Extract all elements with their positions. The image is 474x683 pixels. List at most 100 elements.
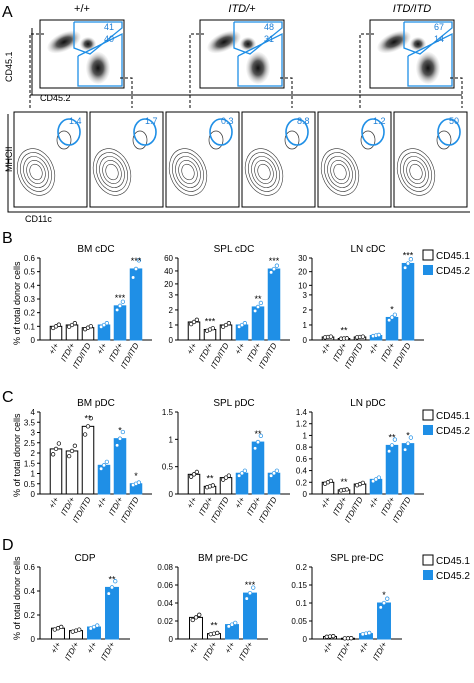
data-point xyxy=(386,318,392,323)
x-tick-label: +/+ xyxy=(357,640,371,655)
significance-label: *** xyxy=(205,316,216,326)
contour-line xyxy=(105,163,119,181)
contour-line xyxy=(181,163,195,181)
contour-line xyxy=(400,152,432,192)
data-point xyxy=(376,475,382,480)
legend-label-cd451: CD45.1 xyxy=(436,251,470,262)
data-point xyxy=(233,620,238,626)
x-tick-label: +/+ xyxy=(185,341,199,356)
y-tick-label: 0.5 xyxy=(24,480,36,489)
contour-line xyxy=(244,148,284,196)
data-point xyxy=(188,321,194,327)
cd11c-x-axis-label: CD11c xyxy=(25,214,52,224)
data-point xyxy=(255,439,261,445)
cell-population xyxy=(416,52,440,84)
data-point xyxy=(389,315,395,320)
x-tick-label: +/+ xyxy=(319,341,333,356)
y-tick-label: 0 xyxy=(31,490,36,499)
data-point xyxy=(247,590,253,596)
data-point xyxy=(385,596,390,601)
x-tick-label: +/+ xyxy=(47,495,61,510)
gate-value-bottom: 31 xyxy=(264,34,274,44)
data-point xyxy=(328,334,334,339)
data-point xyxy=(72,443,78,448)
significance-label: ** xyxy=(84,413,92,423)
data-point xyxy=(392,437,398,442)
cell-population xyxy=(377,30,411,54)
x-tick-label: +/+ xyxy=(47,341,61,356)
data-point xyxy=(328,478,334,484)
cdc-gate-value: 8.8 xyxy=(297,116,310,126)
y-tick-label: 20 xyxy=(298,268,307,277)
y-tick-label: 40 xyxy=(164,267,173,276)
data-point xyxy=(229,622,235,627)
chart-bm-cdc: BM cDC00.10.20.30.40.50.6+/+ITD/+ITD/ITD… xyxy=(24,244,152,370)
y-tick-label: 2.5 xyxy=(24,439,36,448)
x-tick-label: +/+ xyxy=(233,341,247,356)
contour-line xyxy=(403,156,429,188)
y-axis-label-d: % of total donor cells xyxy=(12,556,22,640)
cdc-axis xyxy=(7,114,470,213)
gate-value-top: 41 xyxy=(104,22,114,32)
contour-line xyxy=(172,152,204,192)
data-point xyxy=(239,471,245,476)
cdc-gate-value: 50 xyxy=(449,116,459,126)
x-tick-label: ITD/+ xyxy=(371,640,389,662)
data-point xyxy=(109,585,115,590)
y-tick-label: 0 xyxy=(169,336,174,345)
contour-line xyxy=(327,156,353,188)
data-point xyxy=(69,448,75,454)
y-tick-label: 0 xyxy=(169,635,174,644)
cell-population xyxy=(80,37,96,51)
data-point xyxy=(271,266,277,272)
contour-line xyxy=(360,130,376,150)
contour-line xyxy=(333,163,347,181)
y-tick-label: 1 xyxy=(31,470,36,479)
y-tick-label: 0.15 xyxy=(291,581,307,590)
significance-label: * xyxy=(134,471,138,481)
x-tick-label: ITD/+ xyxy=(201,640,219,662)
data-point xyxy=(210,326,216,331)
chart-title: SPL pDC xyxy=(213,398,254,409)
y-tick-label: 0 xyxy=(31,336,36,345)
y-tick-label: 30 xyxy=(298,254,307,263)
y-tick-label: 0.4 xyxy=(296,467,308,476)
y-tick-label: 1.5 xyxy=(162,408,174,417)
data-point xyxy=(389,443,395,448)
data-point xyxy=(56,441,62,446)
data-point xyxy=(274,468,280,473)
x-tick-label: +/+ xyxy=(367,341,381,356)
bar-cd452 xyxy=(129,268,143,341)
gate-value-top: 48 xyxy=(264,22,274,32)
data-point xyxy=(188,474,194,479)
cd452-gate xyxy=(407,32,453,87)
cell-population xyxy=(240,37,256,51)
contour-line xyxy=(406,160,426,184)
data-point xyxy=(120,299,126,304)
bar-cd452 xyxy=(401,262,415,341)
y-tick-label: 0.8 xyxy=(296,443,308,452)
significance-label: ** xyxy=(340,477,348,487)
y-tick-label: 2 xyxy=(31,449,36,458)
data-point xyxy=(190,617,195,623)
data-point xyxy=(258,433,264,438)
data-point xyxy=(95,623,100,628)
y-tick-label: 1 xyxy=(169,321,174,330)
y-tick-label: 0.6 xyxy=(296,455,308,464)
data-point xyxy=(114,307,120,313)
y-tick-label: 0.4 xyxy=(24,281,36,290)
y-tick-label: 0.5 xyxy=(162,463,174,472)
data-point xyxy=(255,304,261,310)
y-tick-label: 0.3 xyxy=(24,295,36,304)
legend-b: CD45.1 CD45.2 xyxy=(422,249,470,277)
contour-line xyxy=(251,156,277,188)
y-tick-label: 0.5 xyxy=(24,268,36,277)
x-tick-label: +/+ xyxy=(95,495,109,510)
contour-line xyxy=(320,148,360,196)
data-point xyxy=(85,424,91,429)
data-point xyxy=(392,312,398,317)
gate-value-bottom: 40 xyxy=(104,34,114,44)
y-tick-label: 0.06 xyxy=(157,581,173,590)
